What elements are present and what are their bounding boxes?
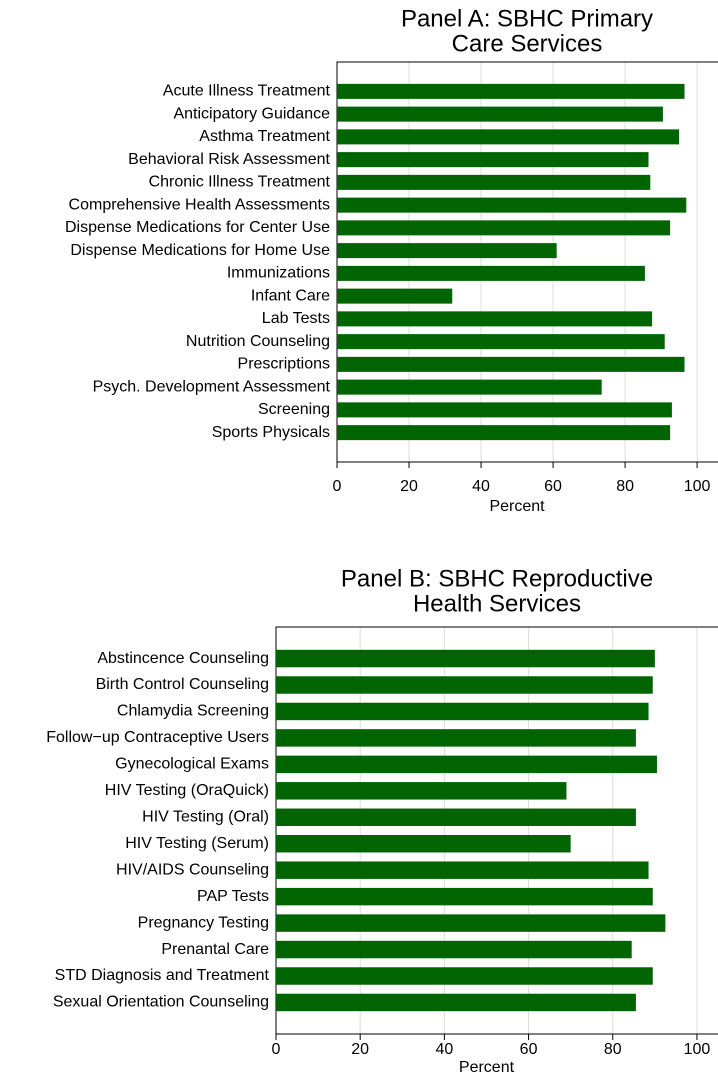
bar [337, 220, 671, 236]
x-tick-label: 20 [351, 1041, 369, 1058]
y-tick-label: PAP Tests [197, 888, 269, 905]
x-tick-label: 60 [544, 478, 562, 495]
x-axis-label: Percent [459, 1059, 515, 1076]
chart-title: Health Services [413, 590, 581, 617]
bar [276, 940, 632, 959]
bar [337, 129, 680, 145]
y-tick-label: Anticipatory Guidance [173, 105, 330, 122]
bar [276, 993, 636, 1012]
bar [276, 808, 636, 827]
bar [337, 356, 685, 372]
bar [337, 174, 651, 190]
bar [276, 676, 653, 694]
bar [337, 243, 557, 259]
bar [276, 834, 571, 853]
y-tick-label: Behavioral Risk Assessment [128, 151, 330, 168]
bar [337, 379, 602, 395]
y-tick-label: Gynecological Exams [115, 756, 269, 773]
y-tick-label: Nutrition Counseling [186, 333, 330, 350]
x-tick-label: 80 [604, 1041, 622, 1058]
plot-frame [336, 61, 718, 463]
y-tick-label: Comprehensive Health Assessments [69, 196, 330, 213]
x-tick-label: 0 [333, 478, 342, 495]
bar [337, 288, 453, 304]
x-tick-label: 100 [684, 478, 711, 495]
y-tick-label: Sports Physicals [212, 424, 330, 441]
bar [276, 702, 649, 721]
bar [276, 914, 666, 932]
y-tick-label: Dispense Medications for Center Use [65, 219, 330, 236]
x-tick-label: 60 [520, 1041, 538, 1058]
y-tick-label: Abstincence Counseling [97, 650, 269, 667]
y-tick-label: Sexual Orientation Counseling [53, 994, 269, 1011]
x-axis-label: Percent [489, 498, 545, 515]
bar [337, 83, 685, 99]
bar [276, 967, 653, 985]
x-tick-label: 20 [400, 478, 418, 495]
bar [276, 729, 636, 747]
bar [337, 402, 672, 418]
plot-frame [275, 626, 718, 1035]
y-tick-label: Screening [258, 401, 330, 418]
y-tick-label: HIV/AIDS Counseling [116, 861, 269, 878]
chart-title: Panel B: SBHC Reproductive [341, 565, 653, 592]
y-tick-label: Chlamydia Screening [117, 703, 269, 720]
x-tick-label: 40 [472, 478, 490, 495]
y-tick-label: Pregnancy Testing [138, 914, 269, 931]
x-tick-label: 0 [272, 1041, 281, 1058]
x-tick-label: 80 [616, 478, 634, 495]
y-tick-label: Psych. Development Assessment [93, 378, 331, 395]
y-tick-label: Follow−up Contraceptive Users [46, 729, 269, 746]
x-tick-label: 100 [684, 1041, 711, 1058]
bar [337, 152, 649, 168]
y-tick-label: Dispense Medications for Home Use [70, 242, 330, 259]
y-tick-label: Immunizations [227, 265, 330, 282]
y-tick-label: Birth Control Counseling [96, 676, 269, 693]
bar [337, 334, 665, 350]
chart-title: Panel A: SBHC Primary [401, 5, 653, 32]
y-tick-label: Prescriptions [238, 356, 330, 373]
y-tick-label: Acute Illness Treatment [163, 83, 331, 100]
bar [337, 311, 653, 327]
y-tick-label: STD Diagnosis and Treatment [55, 967, 270, 984]
bar [337, 197, 687, 213]
bar [276, 861, 649, 879]
bar [337, 265, 645, 281]
y-tick-label: HIV Testing (Oral) [142, 808, 269, 825]
bar [337, 106, 663, 122]
bar [276, 755, 657, 774]
y-tick-label: Asthma Treatment [199, 128, 330, 145]
bar [337, 425, 671, 441]
bar [276, 649, 655, 668]
bar [276, 887, 653, 906]
y-tick-label: Prenantal Care [161, 941, 269, 958]
y-tick-label: HIV Testing (OraQuick) [105, 782, 269, 799]
y-tick-label: Lab Tests [262, 310, 330, 327]
x-tick-label: 40 [435, 1041, 453, 1058]
chart-title: Care Services [452, 30, 603, 57]
y-tick-label: HIV Testing (Serum) [125, 835, 269, 852]
bar [276, 782, 567, 800]
y-tick-label: Infant Care [251, 287, 330, 304]
y-tick-label: Chronic Illness Treatment [149, 174, 331, 191]
